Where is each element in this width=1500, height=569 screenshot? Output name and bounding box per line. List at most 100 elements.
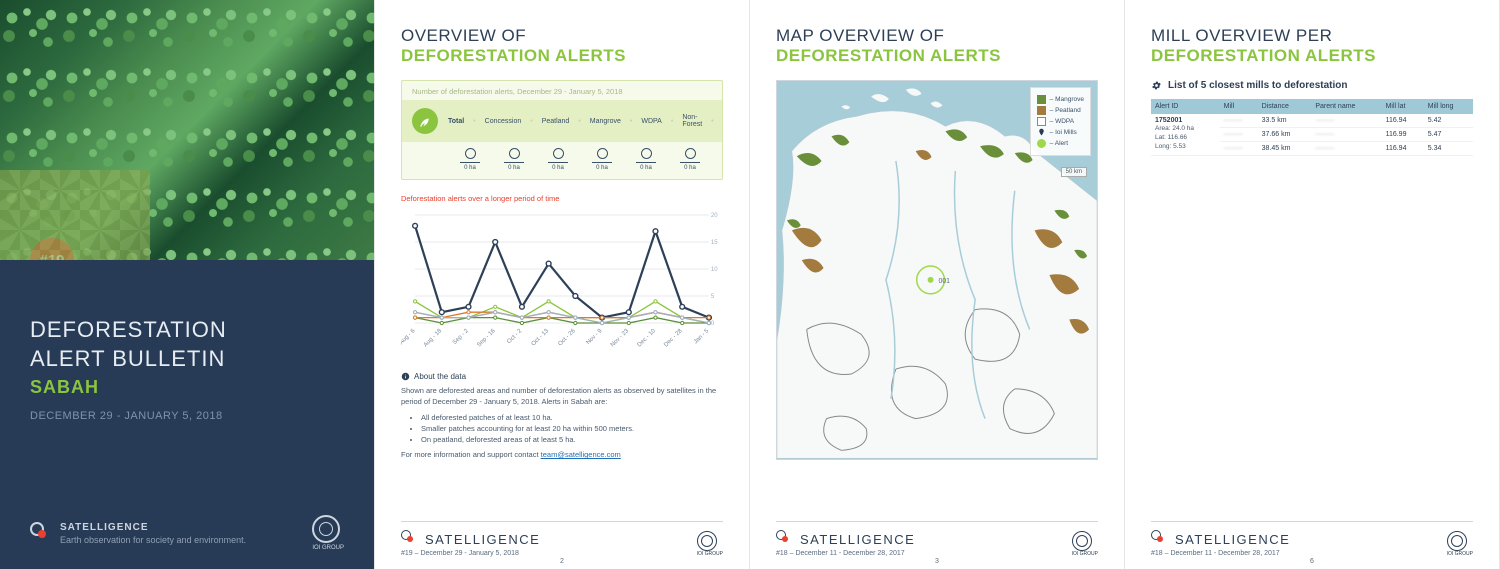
svg-text:15: 15 [711,240,718,246]
svg-text:Sep - 2: Sep - 2 [452,328,470,346]
map-title-l2: DEFORESTATION ALERTS [776,46,1098,66]
footer-partner-label: IOI GROUP [1447,551,1473,557]
svg-text:Oct - 13: Oct - 13 [531,328,551,348]
overview-page: OVERVIEW OF DEFORESTATION ALERTS Number … [375,0,750,569]
map-legend-item: – Mangrove [1037,94,1084,105]
mills-list-header: List of 5 closest mills to deforestation [1151,80,1473,91]
map-legend: – Mangrove– Peatland– WDPA– Ioi Mills– A… [1030,87,1091,156]
footer-issue-range: #18 – December 11 - December 28, 2017 [776,550,915,557]
about-bullet: All deforested patches of at least 10 ha… [421,412,723,423]
donut-item: 0 ha [492,148,536,171]
alert-box-head-a: Number of deforestation alerts, [412,87,515,96]
table-col-header: Mill long [1424,99,1473,114]
legend-item: WDPA [641,118,661,125]
brand-name: SATELLIGENCE [60,522,246,533]
map-title-l1: MAP OVERVIEW OF [776,26,1098,46]
svg-text:10: 10 [711,267,718,273]
footer-brand-text: SATELLIGENCE [800,532,915,547]
brand-icon [30,522,52,544]
donut-item: 0 ha [448,148,492,171]
svg-text:5: 5 [711,294,715,300]
donut-item: 0 ha [668,148,712,171]
map-page: MAP OVERVIEW OF DEFORESTATION ALERTS [750,0,1125,569]
partner-logo-block: IOI GROUP [312,515,344,551]
footer-partner-label: IOI GROUP [697,551,723,557]
footer-brand: SATELLIGENCE [776,530,915,548]
footer-brand-icon [1151,530,1169,548]
table-col-header: Mill lat [1382,99,1424,114]
svg-text:Oct - 2: Oct - 2 [506,328,523,345]
svg-text:Oct - 26: Oct - 26 [557,328,577,348]
svg-text:20: 20 [711,213,718,219]
donut-item: 0 ha [580,148,624,171]
chart-subtitle: Deforestation alerts over a longer perio… [401,194,723,203]
footer-issue-range: #18 – December 11 - December 28, 2017 [1151,550,1290,557]
svg-text:Nov - 9: Nov - 9 [586,328,604,346]
brand-tagline: Earth observation for society and enviro… [60,535,246,545]
donut-item: 0 ha [624,148,668,171]
table-col-header: Alert ID [1151,99,1220,114]
footer-partner: IOI GROUP [1072,531,1098,557]
info-icon [401,372,410,381]
footer-partner-icon [697,531,717,551]
footer-partner: IOI GROUP [1447,531,1473,557]
alert-box-head-b: December 29 - January 5, 2018 [517,87,622,96]
issue-badge: #19 [30,238,74,260]
footer-brand-icon [401,530,419,548]
footer-brand: SATELLIGENCE [401,530,540,548]
svg-text:Dec - 10: Dec - 10 [637,328,658,349]
map-legend-item: – WDPA [1037,116,1084,127]
line-chart: 05101520Aug - 6Aug - 18Sep - 2Sep - 16Oc… [401,209,723,359]
legend-item: Total [448,118,464,125]
page-footer: SATELLIGENCE #18 – December 11 - Decembe… [1151,521,1473,557]
table-header-row: Alert IDMillDistanceParent nameMill latM… [1151,99,1473,114]
legend-item: Mangrove [590,118,621,125]
page-footer: SATELLIGENCE #18 – December 11 - Decembe… [776,521,1098,557]
legend-item: Concession [485,118,522,125]
page-footer: SATELLIGENCE #19 – December 29 - January… [401,521,723,557]
footer-partner-icon [1072,531,1092,551]
mills-page: MILL OVERVIEW PER DEFORESTATION ALERTS L… [1125,0,1500,569]
svg-text:Dec - 28: Dec - 28 [663,328,684,349]
overview-title-l2: DEFORESTATION ALERTS [401,46,723,66]
about-bullet: Smaller patches accounting for at least … [421,423,723,434]
footer-brand-text: SATELLIGENCE [1175,532,1290,547]
legend-item: Non-Forest [682,114,702,128]
footer-partner-label: IOI GROUP [1072,551,1098,557]
map-legend-item: – Peatland [1037,105,1084,116]
svg-text:Jan - 5: Jan - 5 [693,328,711,346]
leaf-icon [412,108,438,134]
about-body: Shown are deforested areas and number of… [401,385,723,461]
table-row: 1752001Area: 24.0 haLat: 116.66Long: 5.5… [1151,114,1473,128]
about-p1: Shown are deforested areas and number of… [401,385,723,408]
mills-list-header-text: List of 5 closest mills to deforestation [1168,80,1347,91]
svg-text:Aug - 18: Aug - 18 [423,328,444,349]
alert-summary-box: Number of deforestation alerts, December… [401,80,723,180]
support-email-link[interactable]: team@satelligence.com [541,450,621,459]
about-header-text: About the data [414,372,466,381]
about-bullets: All deforested patches of at least 10 ha… [401,412,723,446]
svg-text:Aug - 6: Aug - 6 [401,328,417,346]
page-number: 2 [560,558,564,565]
about-bullet: On peatland, deforested areas of at leas… [421,434,723,445]
table-body: 1752001Area: 24.0 haLat: 116.66Long: 5.5… [1151,114,1473,156]
footer-brand-icon [776,530,794,548]
cover-title-l2: ALERT BULLETIN [30,345,344,374]
alert-donut-row: 0 ha0 ha0 ha0 ha0 ha0 ha [402,142,722,179]
mills-title-l1: MILL OVERVIEW PER [1151,26,1473,46]
table-col-header: Mill [1220,99,1258,114]
about-p2: For more information and support contact… [401,449,723,460]
cover-forest-image: #19 [0,0,374,260]
mills-table: Alert IDMillDistanceParent nameMill latM… [1151,99,1473,156]
footer-brand-text: SATELLIGENCE [425,532,540,547]
overview-title-l1: OVERVIEW OF [401,26,723,46]
cover-title-block: DEFORESTATION ALERT BULLETIN SABAH DECEM… [0,260,374,569]
donut-item: 0 ha [536,148,580,171]
page-number: 6 [1310,558,1314,565]
footer-partner: IOI GROUP [697,531,723,557]
map-legend-item: – Ioi Mills [1037,127,1084,138]
cover-region: SABAH [30,377,344,398]
cover-date-range: DECEMBER 29 - JANUARY 5, 2018 [30,410,344,422]
svg-text:Sep - 16: Sep - 16 [476,328,497,349]
about-p2-text: For more information and support contact [401,450,541,459]
